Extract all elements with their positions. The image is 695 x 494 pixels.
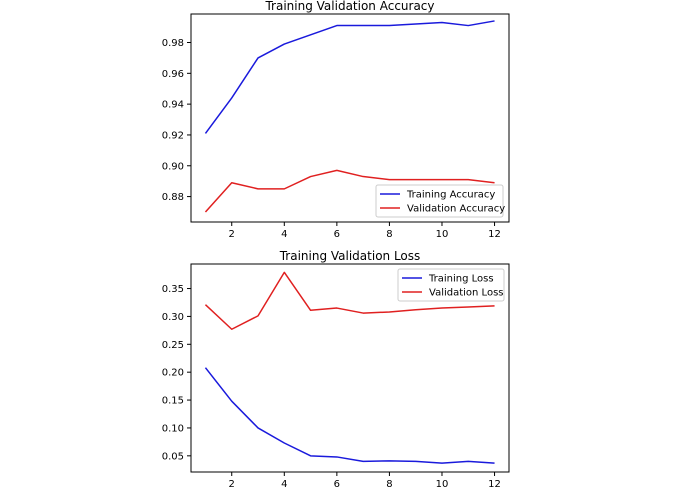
loss-y-tick-label: 0.10	[162, 423, 184, 434]
accuracy-x-tick-label: 8	[386, 229, 392, 240]
loss-legend-label-2: Validation Loss	[429, 288, 504, 299]
loss-series-line-2	[204, 271, 495, 330]
accuracy-y-tick-label: 0.90	[162, 161, 184, 172]
loss-y-tick-label: 0.05	[162, 451, 184, 462]
accuracy-legend-box	[375, 184, 504, 218]
loss-y-tick-label: 0.25	[162, 340, 184, 351]
loss-legend-label-1: Training Loss	[428, 274, 494, 285]
loss-y-tick-label: 0.30	[162, 312, 184, 323]
accuracy-chart: Training Validation Accuracy 2 4 6 8 10 12 0.8…	[162, 0, 510, 240]
loss-y-tick-label: 0.20	[162, 368, 184, 379]
accuracy-axes-frame	[190, 13, 510, 223]
accuracy-legend-label-2: Validation Accuracy	[407, 204, 505, 215]
accuracy-y-tick-label: 0.94	[162, 100, 184, 111]
loss-legend-box	[397, 268, 505, 302]
loss-x-tick-label: 6	[334, 479, 340, 490]
accuracy-x-tick-label: 4	[281, 229, 287, 240]
accuracy-x-tick-label: 6	[334, 229, 340, 240]
accuracy-series-line-2	[204, 169, 495, 213]
accuracy-x-tick-label: 10	[436, 229, 449, 240]
accuracy-y-tick-label: 0.96	[162, 69, 184, 80]
accuracy-series-line-1	[204, 20, 495, 134]
loss-x-tick-label: 12	[488, 479, 501, 490]
accuracy-x-tick-label: 2	[229, 229, 235, 240]
loss-x-tick-label: 4	[281, 479, 287, 490]
loss-series-line-1	[204, 367, 495, 464]
accuracy-x-tick-label: 12	[488, 229, 501, 240]
loss-x-tick-label: 8	[386, 479, 392, 490]
accuracy-legend-label-1: Training Accuracy	[406, 190, 495, 201]
accuracy-y-tick-label: 0.92	[162, 130, 184, 141]
loss-x-tick-label: 2	[229, 479, 235, 490]
accuracy-chart-title: Training Validation Accuracy	[264, 0, 434, 13]
loss-chart-title: Training Validation Loss	[279, 249, 421, 263]
loss-y-tick-label: 0.35	[162, 284, 184, 295]
loss-chart: Training Validation Loss 2 4 6 8 10 12 0.05 0.1…	[162, 249, 510, 490]
accuracy-y-tick-label: 0.88	[162, 192, 184, 203]
loss-axes-frame	[190, 263, 510, 473]
loss-x-tick-label: 10	[436, 479, 449, 490]
accuracy-y-tick-label: 0.98	[162, 38, 184, 49]
loss-y-tick-label: 0.15	[162, 396, 184, 407]
